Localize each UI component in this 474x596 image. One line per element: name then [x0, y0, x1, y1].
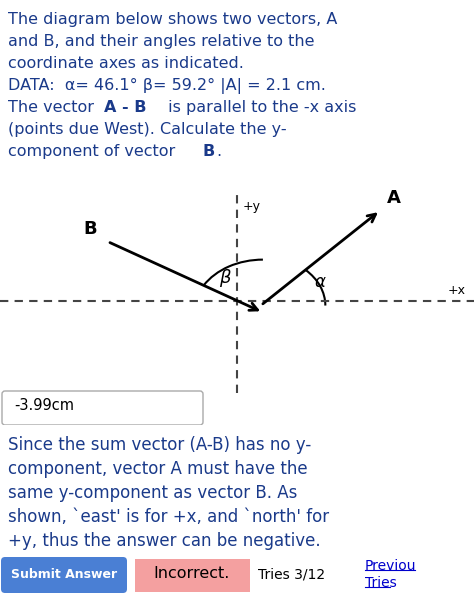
Text: Submit Answer: Submit Answer	[11, 567, 117, 581]
Text: shown, `east' is for +x, and `north' for: shown, `east' is for +x, and `north' for	[8, 508, 329, 526]
Text: +y, thus the answer can be negative.: +y, thus the answer can be negative.	[8, 532, 320, 550]
Text: The diagram below shows two vectors, A: The diagram below shows two vectors, A	[8, 12, 337, 27]
FancyBboxPatch shape	[135, 559, 250, 592]
Text: -3.99cm: -3.99cm	[14, 399, 74, 414]
FancyBboxPatch shape	[1, 557, 127, 593]
Text: and B, and their angles relative to the: and B, and their angles relative to the	[8, 34, 315, 49]
Text: Since the sum vector (A-B) has no y-: Since the sum vector (A-B) has no y-	[8, 436, 311, 454]
Text: B: B	[203, 144, 215, 159]
Text: component, vector A must have the: component, vector A must have the	[8, 460, 308, 478]
FancyBboxPatch shape	[2, 391, 203, 425]
Text: +x: +x	[447, 284, 465, 297]
Text: component of vector: component of vector	[8, 144, 181, 159]
Text: A - B: A - B	[104, 100, 146, 115]
Text: (points due West). Calculate the y-: (points due West). Calculate the y-	[8, 122, 287, 137]
Text: α: α	[315, 272, 326, 291]
Text: The vector: The vector	[8, 100, 99, 115]
Text: B: B	[83, 220, 97, 238]
Text: same y-component as vector B. As: same y-component as vector B. As	[8, 484, 297, 502]
Text: A: A	[387, 189, 401, 207]
Text: .: .	[216, 144, 221, 159]
Text: coordinate axes as indicated.: coordinate axes as indicated.	[8, 56, 244, 71]
Text: Incorrect.: Incorrect.	[154, 567, 230, 582]
Text: is parallel to the -x axis: is parallel to the -x axis	[163, 100, 356, 115]
Text: Tries 3/12: Tries 3/12	[258, 567, 325, 581]
Text: +y: +y	[242, 200, 260, 213]
Text: β: β	[219, 269, 230, 287]
Text: Previou: Previou	[365, 559, 417, 573]
Text: DATA:  α= 46.1° β= 59.2° |A| = 2.1 cm.: DATA: α= 46.1° β= 59.2° |A| = 2.1 cm.	[8, 78, 326, 94]
Text: Tries: Tries	[365, 576, 397, 590]
